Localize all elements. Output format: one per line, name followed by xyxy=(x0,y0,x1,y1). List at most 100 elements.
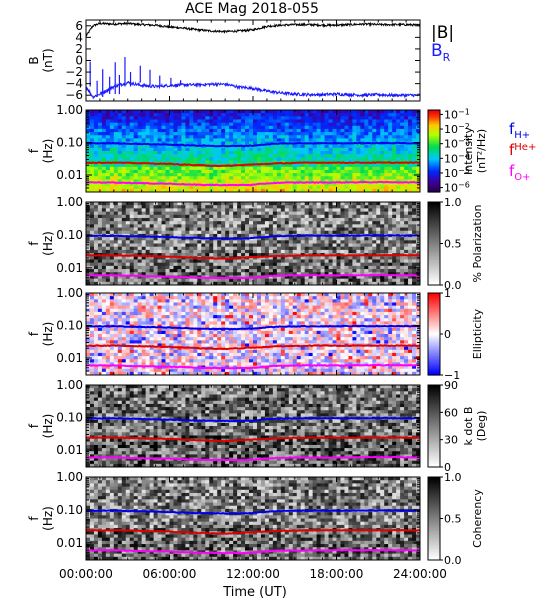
heatmap-cells xyxy=(86,202,421,286)
gyrofrequency-line-f_H xyxy=(85,509,421,515)
colorbar-tick-label: −1 xyxy=(444,369,460,382)
colorbar-label: Ellipticity xyxy=(471,308,484,359)
colorbar-tick-label: 10−3 xyxy=(444,137,470,151)
y-tick-label: 1.00 xyxy=(56,195,83,209)
legend-b-total: |B| xyxy=(431,23,454,43)
y-axis-label: f xyxy=(27,148,41,153)
y-tick-label: 1.00 xyxy=(56,378,83,392)
gyrofrequency-line-f_O xyxy=(85,180,420,187)
y-tick-label: −2 xyxy=(65,65,83,79)
y-tick-label: 0 xyxy=(75,54,83,68)
y-tick-label: 0.01 xyxy=(56,168,83,182)
x-axis-label: Time (UT) xyxy=(222,585,287,600)
gyrofrequency-line-f_O xyxy=(85,363,421,370)
y-tick-label: 6 xyxy=(75,19,83,33)
colorbar-tick-label: 0 xyxy=(444,461,451,474)
y-tick-label: −4 xyxy=(65,77,83,91)
colorbar-tick-label: 10−5 xyxy=(444,166,470,180)
y-axis-unit: (Hz) xyxy=(41,139,55,164)
gyrofrequency-line-f_H xyxy=(86,234,421,240)
colorbar-unit: (Deg) xyxy=(475,411,488,442)
x-tick-label: 00:00:00 xyxy=(59,567,113,581)
heatmap-cells xyxy=(86,477,421,561)
gyrofrequency-line-f_H xyxy=(86,416,421,423)
legend-b-r: BR xyxy=(431,41,451,64)
colorbar-label: Coherency xyxy=(471,489,484,548)
colorbar-tick-label: 0.0 xyxy=(444,279,462,292)
gyrofrequency-line-f_He xyxy=(85,344,421,351)
y-tick-label: 0.10 xyxy=(56,411,83,425)
y-tick-label: 2 xyxy=(75,42,83,56)
panel-spectrogram-3: 1.00 0.10 0.01 f (Hz) 1 0 −1 Ellipticity xyxy=(27,286,484,382)
y-axis-unit: (Hz) xyxy=(41,231,55,256)
colorbar-tick-label: 10−6 xyxy=(444,181,470,195)
colorbar-label: Intensity xyxy=(462,127,475,175)
legend-gyrofrequency: fH+ xyxy=(509,120,530,141)
x-tick-label: 18:00:00 xyxy=(310,567,364,581)
x-tick-label: 24:00:00 xyxy=(393,567,447,581)
colorbar-3: 1.0 0.5 0.0 % Polarization xyxy=(427,196,484,292)
colorbar-tick-label: 0.0 xyxy=(444,554,462,567)
y-axis-unit: (Hz) xyxy=(41,506,55,531)
colorbar-2: 10−110−210−310−410−510−6 Intensity (nT²/Hz… xyxy=(427,107,488,195)
legend-gyrofrequency: fO+ xyxy=(509,162,531,183)
y-tick-label: 1.00 xyxy=(56,286,83,300)
colorbar-tick-label: 0.5 xyxy=(444,238,462,251)
colorbar-tick-label: 10−1 xyxy=(444,107,470,121)
legend-gyrofrequency: fHe+ xyxy=(509,141,536,159)
colorbar-unit: (nT²/Hz) xyxy=(475,129,488,173)
gyrofrequency-line-f_He xyxy=(85,528,421,535)
colorbar-tick-label: 10−4 xyxy=(444,151,470,165)
series-line-1 xyxy=(86,21,420,37)
gyrofrequency-line-f_O xyxy=(85,548,421,555)
colorbar-5: 90 60 30 0 k dot B (Deg) xyxy=(427,379,488,474)
heatmap-cells xyxy=(86,110,421,193)
y-axis-unit: (nT) xyxy=(41,48,55,72)
x-tick-label: 06:00:00 xyxy=(143,567,197,581)
colorbar-tick-label: 10−2 xyxy=(444,122,470,136)
y-axis-unit: (Hz) xyxy=(41,322,55,347)
y-axis-label: f xyxy=(27,331,41,336)
y-tick-label: 0.10 xyxy=(56,228,83,242)
y-tick-label: 1.00 xyxy=(56,103,83,117)
heatmap-cells xyxy=(86,385,421,468)
gyrofrequency-line-f_H xyxy=(85,324,421,331)
y-tick-label: 0.10 xyxy=(56,503,83,517)
gyrofrequency-line-f_He xyxy=(85,161,421,168)
panel-spectrogram-1: 1.00 0.10 0.01 f (Hz) 10−110−210−310−410−510−… xyxy=(27,103,536,195)
colorbar-tick-label: 30 xyxy=(444,434,458,447)
panel-spectrogram-4: 1.00 0.10 0.01 f (Hz) 90 60 30 0 k dot B (Deg) xyxy=(27,378,488,474)
panel-spectrogram-2: 1.00 0.10 0.01 f (Hz) 1.0 0.5 0.0 % Polarization xyxy=(27,195,484,292)
colorbar-tick-label: 1.0 xyxy=(444,196,462,209)
panel-spectrogram-5: 1.00 0.10 0.01 00:00:00 06:00:00 12:00:00 18:0… xyxy=(27,470,484,581)
y-tick-label: 0.01 xyxy=(56,443,83,457)
gyrofrequency-line-f_He xyxy=(86,436,421,443)
y-tick-label: 0.01 xyxy=(56,261,83,275)
x-tick-label: 12:00:00 xyxy=(226,567,280,581)
y-axis-label: B xyxy=(27,56,41,64)
y-tick-label: 1.00 xyxy=(56,470,83,484)
y-tick-label: −6 xyxy=(65,88,83,102)
gyrofrequency-line-f_H xyxy=(85,141,420,148)
heatmap-cells xyxy=(86,293,421,376)
y-tick-label: 0.01 xyxy=(56,351,83,365)
y-axis-label: f xyxy=(27,241,41,246)
y-tick-label: 0.10 xyxy=(56,319,83,333)
colorbar-tick-label: 1 xyxy=(444,287,451,300)
y-axis-label: f xyxy=(27,516,41,521)
gyrofrequency-line-f_O xyxy=(86,273,421,280)
colorbar-4: 1 0 −1 Ellipticity xyxy=(427,287,484,382)
colorbar-tick-label: 90 xyxy=(444,379,458,392)
y-axis-unit: (Hz) xyxy=(41,414,55,439)
colorbar-tick-label: 60 xyxy=(444,406,458,419)
gyrofrequency-line-f_O xyxy=(85,455,420,462)
y-tick-label: 0.10 xyxy=(56,136,83,150)
colorbar-tick-label: 0 xyxy=(444,328,451,341)
colorbar-label: k dot B xyxy=(462,407,475,446)
gyrofrequency-line-f_He xyxy=(86,253,421,260)
colorbar-tick-label: 1.0 xyxy=(444,471,462,484)
chart-title: ACE Mag 2018-055 xyxy=(185,1,319,17)
colorbar-6: 1.0 0.5 0.0 Coherency xyxy=(427,471,484,567)
